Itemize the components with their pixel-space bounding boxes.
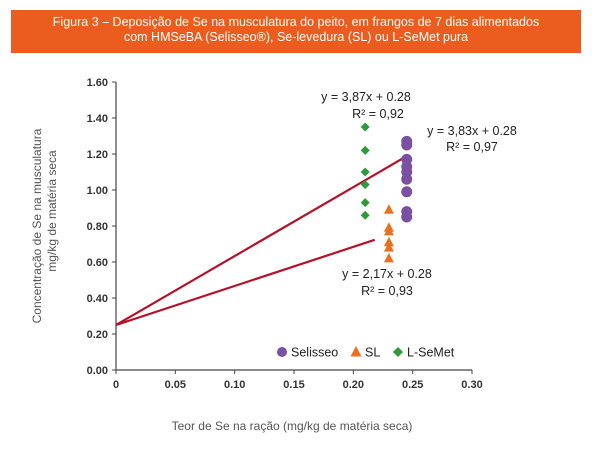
- point-lsemet: [360, 180, 370, 190]
- x-tick-label: 0.30: [461, 379, 482, 391]
- y-tick-label: 1.60: [87, 77, 108, 89]
- axis-labels: Teor de Se na ração (mg/kg de matéria se…: [30, 128, 412, 433]
- legend-label-selisseo: Selisseo: [291, 346, 338, 360]
- trendline-selisseo: [115, 155, 408, 326]
- x-tick-label: 0.05: [165, 379, 186, 391]
- x-tick-label: 0.20: [343, 379, 364, 391]
- trendline-sl: [115, 238, 376, 327]
- figure-title-banner: Figura 3 – Deposição de Se na musculatur…: [11, 10, 581, 53]
- y-tick-label: 1.40: [87, 113, 108, 125]
- point-sl: [383, 225, 394, 236]
- y-tick-label: 1.00: [87, 185, 108, 197]
- data-points: [360, 122, 413, 263]
- point-sl: [383, 204, 394, 214]
- point-selisseo: [401, 173, 413, 185]
- point-sl: [383, 242, 394, 252]
- y-tick-label: 0.00: [87, 365, 108, 377]
- equation-sl: y = 2,17x + 0.28: [342, 267, 432, 281]
- legend-label-sl: SL: [365, 346, 380, 360]
- y-tick-label: 0.40: [87, 293, 108, 305]
- trendline-equations: y = 3,83x + 0.28 R² = 0,97 y = 2,17x + 0.2…: [321, 90, 517, 298]
- chart-legend: Selisseo SL L-SeMet: [277, 346, 455, 360]
- equation-l-semet: y = 3,87x + 0.28: [321, 90, 411, 104]
- x-tick-label: 0: [113, 379, 119, 391]
- figure-title-line-2: com HMSeBA (Selisseo®), Se-levedura (SL)…: [123, 30, 469, 44]
- r-squared-sl: R² = 0,93: [361, 284, 413, 298]
- point-sl: [383, 252, 394, 263]
- r-squared-selisseo: R² = 0,97: [446, 140, 498, 154]
- x-tick-label: 0.10: [224, 379, 245, 391]
- point-lsemet: [360, 122, 370, 132]
- point-selisseo: [401, 186, 413, 198]
- legend-marker-sl: [350, 346, 362, 357]
- y-tick-label: 1.20: [87, 149, 108, 161]
- point-lsemet: [360, 210, 370, 220]
- y-axis-label-line-1: Concentração de Se na musculatura: [30, 128, 44, 323]
- legend-label-lsemet: L-SeMet: [407, 346, 455, 360]
- legend-marker-selisseo: [277, 347, 287, 357]
- point-lsemet: [360, 145, 370, 155]
- r-squared-l-semet: R² = 0,92: [352, 107, 404, 121]
- point-lsemet: [360, 198, 370, 208]
- y-axis-label-line-2: mg/kg de matéria seca: [45, 150, 59, 272]
- point-selisseo: [401, 211, 413, 223]
- trendlines: [115, 155, 408, 327]
- point-selisseo: [401, 139, 413, 151]
- chart-axes: 0.00 0.20 0.40 0.60 0.80 1.00 1.20 1.40 1.60 0 0.0…: [87, 77, 483, 391]
- point-lsemet: [360, 167, 370, 177]
- y-tick-label: 0.20: [87, 329, 108, 341]
- figure-title-line-1: Figura 3 – Deposição de Se na musculatur…: [52, 15, 540, 29]
- legend-marker-lsemet: [393, 347, 403, 357]
- equation-selisseo: y = 3,83x + 0.28: [427, 124, 517, 138]
- y-tick-label: 0.60: [87, 257, 108, 269]
- x-tick-label: 0.25: [402, 379, 423, 391]
- x-tick-label: 0.15: [283, 379, 304, 391]
- y-tick-label: 0.80: [87, 221, 108, 233]
- point-sl: [383, 236, 394, 247]
- x-axis-label: Teor de Se na ração (mg/kg de matéria se…: [172, 419, 413, 433]
